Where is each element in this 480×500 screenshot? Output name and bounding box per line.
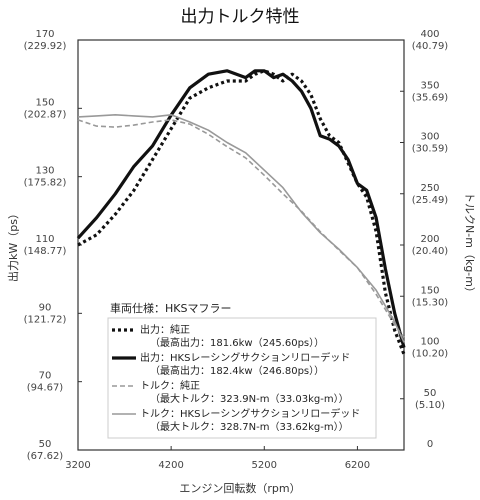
right-tick-sublabel: (30.59): [412, 144, 449, 155]
legend-detail: （最高出力：182.4kw（246.80ps））: [150, 364, 324, 377]
legend-label: 出力：純正: [140, 323, 190, 336]
right-tick-sublabel: (25.49): [412, 195, 449, 206]
x-axis-title: エンジン回転数（rpm）: [179, 482, 300, 495]
right-tick-label: 50: [424, 388, 437, 399]
left-tick-sublabel: (94.67): [27, 383, 64, 394]
legend-detail: （最高出力：181.6kw（245.60ps））: [150, 336, 324, 349]
right-tick-label: 350: [420, 80, 439, 91]
x-tick-label: 3200: [65, 460, 90, 471]
x-axis-ticks: 3200 4200 5200 6200: [65, 446, 370, 471]
right-tick-label: 250: [420, 183, 439, 194]
right-tick-sublabel: (35.69): [412, 92, 449, 103]
series-layer: [76, 69, 406, 355]
series-line-1: [77, 69, 406, 355]
legend-detail: （最大トルク：328.7N-m（33.62kg-m））: [150, 420, 349, 433]
left-tick-sublabel: (229.92): [24, 41, 67, 52]
left-tick-label: 50: [39, 439, 52, 450]
chart-title: 出力トルク特性: [181, 7, 300, 27]
legend: 車両仕様：HKSマフラー 出力：純正（最高出力：181.6kw（245.60ps…: [107, 301, 377, 439]
left-tick-label: 150: [35, 97, 54, 108]
series-line-4: [77, 114, 405, 343]
x-tick-label: 5200: [252, 460, 277, 471]
right-tick-label: 200: [420, 234, 439, 245]
legend-detail: （最大トルク：323.9N-m（33.03kg-m））: [150, 392, 349, 405]
legend-heading: 車両仕様：HKSマフラー: [110, 301, 231, 315]
left-tick-label: 170: [35, 29, 54, 40]
right-tick-label: 400: [420, 29, 439, 40]
right-tick-sublabel: (20.40): [412, 246, 449, 257]
right-tick-sublabel: (10.20): [412, 349, 449, 360]
left-tick-sublabel: (67.62): [27, 451, 64, 462]
left-axis-title: 出力kW（ps）: [6, 208, 20, 282]
right-tick-sublabel: (15.30): [412, 297, 449, 308]
legend-box: [107, 317, 377, 439]
right-tick-label: 150: [420, 285, 439, 296]
legend-label: 出力：HKSレーシングサクションリローデッド: [140, 351, 350, 364]
right-tick-label: 100: [420, 337, 439, 348]
right-tick-label: 0: [427, 439, 433, 450]
legend-label: トルク：HKSレーシングサクションリローデッド: [140, 407, 360, 420]
right-tick-label: 300: [420, 132, 439, 143]
left-tick-sublabel: (121.72): [24, 314, 67, 325]
left-tick-sublabel: (175.82): [24, 178, 67, 189]
left-tick-label: 70: [39, 371, 52, 382]
right-tick-sublabel: (40.79): [412, 41, 449, 52]
legend-label: トルク：純正: [140, 379, 200, 392]
series-line-2: [76, 69, 406, 348]
left-tick-label: 110: [35, 234, 54, 245]
right-axis-title: トルクN-m（kg-m）: [463, 192, 476, 298]
right-axis-ticks: 400(40.79) 350(35.69) 300(30.59) 250(25.49)…: [400, 29, 449, 451]
right-tick-sublabel: (5.10): [415, 400, 445, 411]
left-tick-sublabel: (148.77): [24, 246, 67, 257]
left-tick-label: 90: [39, 302, 52, 313]
left-axis-ticks: 170(229.92) 150(202.87) 130(175.82) 110(148…: [24, 29, 82, 462]
series-line-3: [77, 119, 405, 338]
left-tick-sublabel: (202.87): [24, 109, 67, 120]
left-tick-label: 130: [35, 166, 54, 177]
x-tick-label: 4200: [158, 460, 183, 471]
x-tick-label: 6200: [345, 460, 370, 471]
